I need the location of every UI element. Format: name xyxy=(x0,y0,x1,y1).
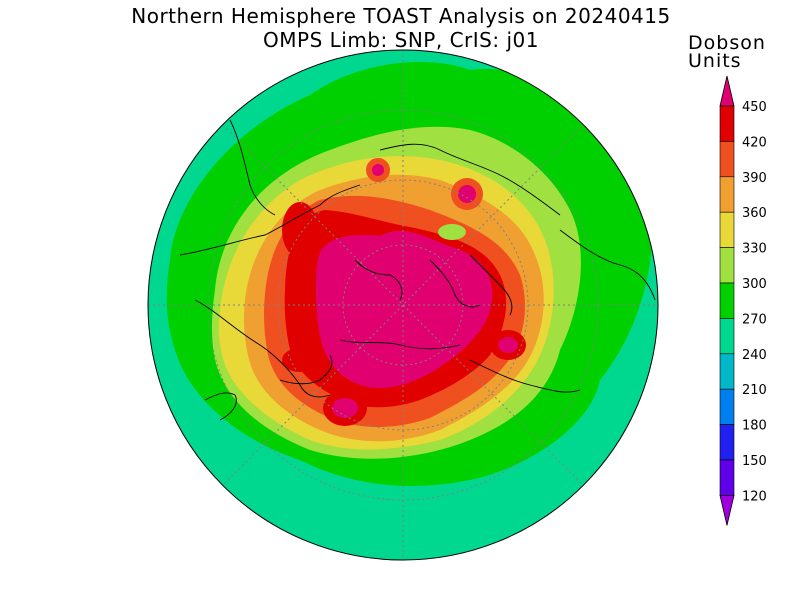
map-title: Northern Hemisphere TOAST Analysis on 20… xyxy=(0,4,800,52)
globe-outline xyxy=(147,49,659,561)
ozone-blob-4-core xyxy=(498,337,518,353)
colorbar-segment-240 xyxy=(719,353,735,390)
graticule xyxy=(148,50,658,560)
colorbar-bottom-arrow xyxy=(719,494,735,526)
colorbar-tick-label: 360 xyxy=(742,206,767,221)
colorbar-top-arrow xyxy=(719,75,735,107)
colorbar-segment-390 xyxy=(719,176,735,213)
colorbar-tick-label: 270 xyxy=(742,312,767,327)
units-line-2: Units xyxy=(688,50,742,72)
colorbar-segment-150 xyxy=(719,459,735,496)
colorbar-segment-330 xyxy=(719,247,735,284)
ozone-field xyxy=(148,50,658,560)
colorbar: 120 150 180 210 240 270 300 330 360 390 420 450 xyxy=(719,75,767,526)
units-line-1: Dobson xyxy=(688,32,766,54)
colorbar-tick-label: 210 xyxy=(742,383,767,398)
colorbar-segment-300 xyxy=(719,282,735,319)
colorbar-units: Dobson Units xyxy=(688,32,766,72)
ozone-blob-3-core xyxy=(332,398,358,418)
colorbar-tick-label: 330 xyxy=(742,242,767,257)
colorbar-tick-label: 390 xyxy=(742,171,767,186)
colorbar-segment-210 xyxy=(719,388,735,425)
ozone-blob-6 xyxy=(282,202,318,258)
colorbar-segment-180 xyxy=(719,424,735,461)
colorbar-tick-label: 420 xyxy=(742,135,767,150)
colorbar-tick-label: 450 xyxy=(742,100,767,115)
colorbar-segment-420 xyxy=(719,141,735,178)
colorbar-segment-270 xyxy=(719,318,735,355)
title-line-2: OMPS Limb: SNP, CrIS: j01 xyxy=(263,28,539,52)
colorbar-tick-label: 300 xyxy=(742,277,767,292)
ozone-blob-1-core xyxy=(458,185,476,203)
colorbar-tick-label: 180 xyxy=(742,419,767,434)
ozone-blob-2-core xyxy=(372,164,384,176)
colorbar-tick-label: 240 xyxy=(742,348,767,363)
ozone-hole-1 xyxy=(438,224,466,240)
colorbar-segment-360 xyxy=(719,211,735,248)
ozone-blob-5 xyxy=(282,348,318,372)
coastlines xyxy=(179,119,656,421)
colorbar-tick-label: 120 xyxy=(742,489,767,504)
colorbar-tick-label: 150 xyxy=(742,454,767,469)
title-line-1: Northern Hemisphere TOAST Analysis on 20… xyxy=(131,4,671,28)
colorbar-segment-450 xyxy=(719,105,735,142)
